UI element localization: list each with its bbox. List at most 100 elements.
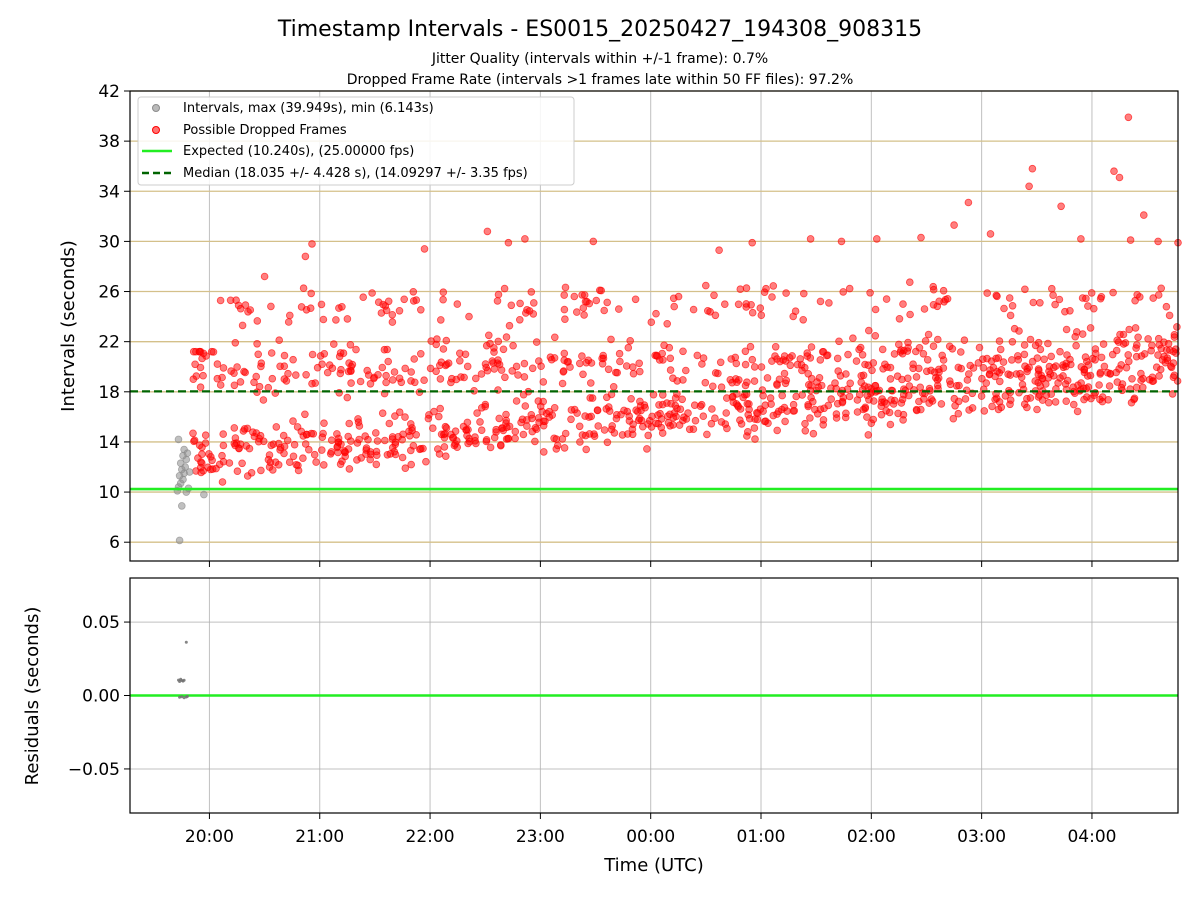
dropped-frame-point [1029,298,1038,307]
residual-point [185,694,189,698]
dropped-frame-point [758,386,767,394]
dropped-frame-point [626,336,634,345]
dropped-frame-point [647,423,656,431]
dropped-frame-point [697,400,706,409]
dropped-frame-point [436,316,445,324]
dropped-frame-point [643,445,651,453]
dropped-frame-point [201,439,210,447]
dropped-frame-point [511,427,520,436]
dropped-frame-point [559,367,568,375]
dropped-frame-point [495,414,504,423]
dropped-frame-point [745,400,753,408]
dropped-frame-point [594,422,602,430]
dropped-frame-point [1055,295,1064,304]
dropped-frame-point [595,286,604,295]
dropped-frame-point [964,370,973,378]
dropped-frame-point [986,366,994,374]
dropped-frame-point [442,336,451,345]
dropped-frame-point [869,415,878,424]
dropped-frame-point [816,297,825,306]
dropped-frame-point [319,461,328,469]
dropped-frame-point [308,350,317,359]
dropped-frame-point [579,370,587,379]
dropped-frame-point [289,355,297,364]
dropped-frame-point [464,425,472,434]
dropped-frame-point [346,437,355,445]
dropped-frame-point [852,357,861,365]
legend-label-expected: Expected (10.240s), (25.00000 fps) [183,144,414,159]
dropped-frame-point [369,374,378,383]
dropped-frame-point [299,454,307,463]
dropped-frame-point [1049,291,1057,300]
dropped-frame-point [964,198,973,207]
dropped-frame-point [539,378,548,386]
dropped-frame-point [845,392,854,401]
dropped-frame-point [435,450,444,458]
dropped-frame-point [336,369,345,378]
dropped-frame-point [332,316,340,324]
dropped-frame-point [1083,393,1091,401]
dropped-frame-point [435,361,444,370]
dropped-frame-point [272,423,281,431]
dropped-frame-point [1021,362,1029,371]
dropped-frame-point [292,460,301,469]
dropped-frame-point [742,284,751,292]
intervals-y-tick-label: 34 [98,182,120,202]
dropped-frame-point [1109,288,1117,297]
dropped-frame-point [994,354,1003,362]
dropped-frame-point [773,381,781,389]
dropped-frame-point [732,359,741,368]
dropped-frame-point [723,424,731,433]
dropped-frame-point [218,478,227,486]
dropped-frame-point [380,345,389,354]
dropped-frame-point [502,333,511,341]
dropped-frame-point [521,235,529,243]
dropped-frame-point [219,364,228,372]
dropped-frame-point [1169,373,1178,382]
dropped-frame-point [400,295,409,304]
dropped-frame-point [415,445,424,454]
intervals-plot-frame [129,90,1179,562]
dropped-frame-point [731,375,740,383]
dropped-frame-point [1137,352,1146,360]
dropped-frame-point [190,436,199,445]
dropped-frame-point [703,430,711,439]
dropped-frame-point [614,305,623,313]
dropped-frame-point [490,344,498,352]
dropped-frame-point [834,367,842,375]
dropped-frame-point [581,297,590,306]
dropped-frame-point [671,401,680,410]
dropped-frame-point [975,343,984,352]
dropped-frame-point [189,429,197,438]
dropped-frame-point [420,376,428,385]
dropped-frame-point [750,424,759,432]
interval-point [200,490,208,499]
dropped-frame-point [1139,374,1147,383]
dropped-frame-point [1045,398,1053,407]
dropped-frame-point [520,359,529,368]
dropped-frame-point [701,281,710,290]
dropped-frame-point [717,418,726,426]
dropped-frame-point [603,298,611,307]
dropped-frame-point [1133,341,1141,349]
dropped-frame-point [855,345,863,354]
dropped-frame-point [915,343,924,352]
dropped-frame-point [408,424,416,432]
dropped-frame-point [1096,370,1104,378]
dropped-frame-point [509,341,517,350]
dropped-frame-point [886,375,895,383]
dropped-frame-point [833,354,842,363]
dropped-frame-point [799,315,807,324]
dropped-frame-point [327,448,336,456]
dropped-frame-point [616,357,624,366]
dropped-frame-point [266,458,275,467]
dropped-frame-point [671,394,680,402]
dropped-frame-point [216,296,225,305]
dropped-frame-point [239,427,248,435]
dropped-frame-point [756,304,765,312]
dropped-frame-point [302,430,311,439]
dropped-frame-point [1096,395,1104,404]
dropped-frame-point [585,413,593,421]
dropped-frame-point [219,430,228,438]
